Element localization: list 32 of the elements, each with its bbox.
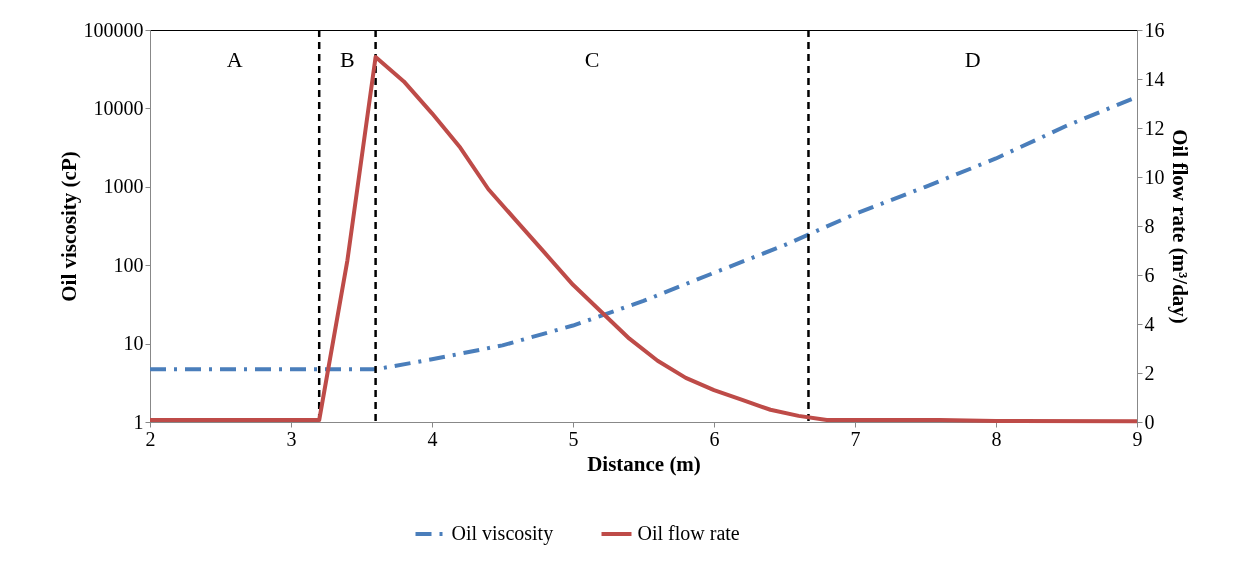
y-tick-label: 100000 [83,18,144,41]
y2-tick-label: 10 [1144,165,1165,188]
x-tick-label: 3 [286,427,297,450]
y2-tick-label: 4 [1144,312,1155,335]
y-tick-label: 100 [113,253,144,276]
y-tick-label: 10000 [93,96,144,119]
legend-label: Oil viscosity [451,522,554,545]
y-tick-label: 10 [123,332,144,355]
y2-tick-label: 12 [1144,116,1165,139]
legend-label: Oil flow rate [637,522,740,544]
x-tick-label: 9 [1132,427,1143,450]
annotation: D [964,47,981,72]
x-tick-label: 5 [568,427,579,450]
y2-axis-title: Oil flow rate (m³/day) [1167,129,1192,324]
y2-tick-label: 14 [1144,67,1165,90]
x-tick-label: 7 [850,427,861,450]
x-tick-label: 8 [991,427,1002,450]
x-axis-title: Distance (m) [587,451,701,476]
y-axis-title: Oil viscosity (cP) [56,151,81,302]
y2-tick-label: 8 [1144,214,1155,237]
annotation: C [584,47,600,72]
y2-tick-label: 0 [1144,410,1155,433]
annotation: A [226,47,243,72]
y2-tick-label: 2 [1144,361,1155,384]
x-tick-label: 6 [709,427,720,450]
x-tick-label: 2 [145,427,156,450]
y-tick-label: 1 [133,410,144,433]
x-tick-label: 4 [427,427,438,450]
y-tick-label: 1000 [103,175,144,198]
annotation: B [340,47,355,72]
y2-tick-label: 6 [1144,263,1155,286]
y2-tick-label: 16 [1144,18,1165,41]
